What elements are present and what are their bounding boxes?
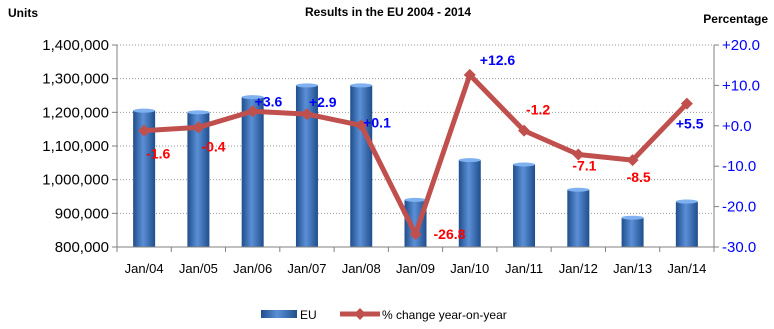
x-tick-label: Jan/07: [287, 261, 326, 276]
x-tick-label: Jan/12: [559, 261, 598, 276]
line-point: [518, 124, 531, 137]
bar-top: [187, 110, 210, 115]
data-label: -7.1: [572, 157, 596, 173]
y-right-tick-label: +10.0: [722, 77, 760, 94]
data-label: -1.2: [526, 102, 550, 118]
bar: [567, 189, 590, 247]
legend: EU % change year-on-year: [261, 308, 507, 322]
x-tick-label: Jan/06: [233, 261, 272, 276]
line-point: [409, 228, 422, 241]
data-label: -0.4: [201, 138, 225, 154]
bar: [675, 201, 698, 247]
line-point: [355, 119, 368, 132]
y-right-tick-label: +20.0: [722, 37, 760, 54]
y-right-axis-title: Percentage: [703, 12, 768, 26]
line-point: [463, 68, 476, 81]
bar: [295, 85, 318, 248]
line-point: [626, 154, 639, 167]
bar: [187, 112, 210, 247]
data-label: +0.1: [363, 114, 391, 130]
data-label: +3.6: [255, 93, 283, 109]
y-right-tick-label: -30.0: [722, 239, 756, 256]
line-point: [246, 105, 259, 118]
line-point: [572, 148, 585, 161]
x-tick-label: Jan/05: [179, 261, 218, 276]
x-tick-label: Jan/13: [613, 261, 652, 276]
y-left-tick-label: 800,000: [55, 239, 109, 256]
y-left-tick-label: 1,400,000: [42, 37, 109, 54]
line-point: [680, 97, 693, 110]
data-label: +12.6: [480, 52, 516, 68]
x-tick-label: Jan/10: [450, 261, 489, 276]
bar-top: [295, 83, 318, 88]
bar: [133, 110, 156, 248]
legend-swatch-bar: [261, 310, 297, 318]
bar-top: [513, 162, 536, 167]
y-left-tick-label: 900,000: [55, 205, 109, 222]
bars: [133, 83, 698, 248]
y-left-axis-title: Units: [8, 6, 38, 20]
chart-title: Results in the EU 2004 - 2014: [305, 5, 471, 19]
bar-top: [458, 158, 481, 163]
bar-top: [675, 199, 698, 204]
data-label: -8.5: [627, 169, 651, 185]
data-label: +2.9: [309, 94, 337, 110]
x-tick-label: Jan/08: [342, 261, 381, 276]
bar-top: [241, 95, 264, 100]
y-left-tick-label: 1,200,000: [42, 104, 109, 121]
legend-label: EU: [300, 308, 317, 322]
bar-top: [567, 187, 590, 192]
bar-top: [350, 83, 373, 88]
y-right-tick-label: -20.0: [722, 199, 756, 216]
bar-top: [133, 108, 156, 113]
bar: [241, 97, 264, 247]
data-label: -26.8: [434, 226, 466, 242]
bar-top: [621, 215, 644, 220]
line-point: [300, 108, 313, 121]
x-tick-label: Jan/04: [125, 261, 164, 276]
y-left-tick-label: 1,300,000: [42, 71, 109, 88]
y-right-tick-label: +0.0: [722, 118, 752, 135]
y-right-tick-label: -10.0: [722, 158, 756, 175]
data-label: +5.5: [676, 116, 704, 132]
bar: [621, 217, 644, 247]
legend-swatch-marker: [354, 308, 366, 320]
line-point: [192, 121, 205, 134]
x-tick-label: Jan/09: [396, 261, 435, 276]
bar: [458, 160, 481, 247]
data-labels: -1.6 -0.4 +3.6 +2.9 +0.1 -26.8 +12.6 -1.2 -7.1 -8…: [146, 52, 704, 242]
bar: [513, 164, 536, 247]
y-left-tick-label: 1,000,000: [42, 172, 109, 189]
line-series: [138, 68, 693, 241]
data-label: -1.6: [146, 146, 170, 162]
y-left-tick-label: 1,100,000: [42, 138, 109, 155]
legend-label: % change year-on-year: [382, 308, 507, 322]
bar-top: [404, 197, 427, 202]
x-tick-label: Jan/14: [667, 261, 706, 276]
axes: 800,000 900,000 1,000,000 1,100,000 1,200,00…: [42, 37, 760, 276]
x-tick-label: Jan/11: [505, 261, 543, 276]
bar: [350, 85, 373, 248]
line-point: [138, 124, 151, 137]
